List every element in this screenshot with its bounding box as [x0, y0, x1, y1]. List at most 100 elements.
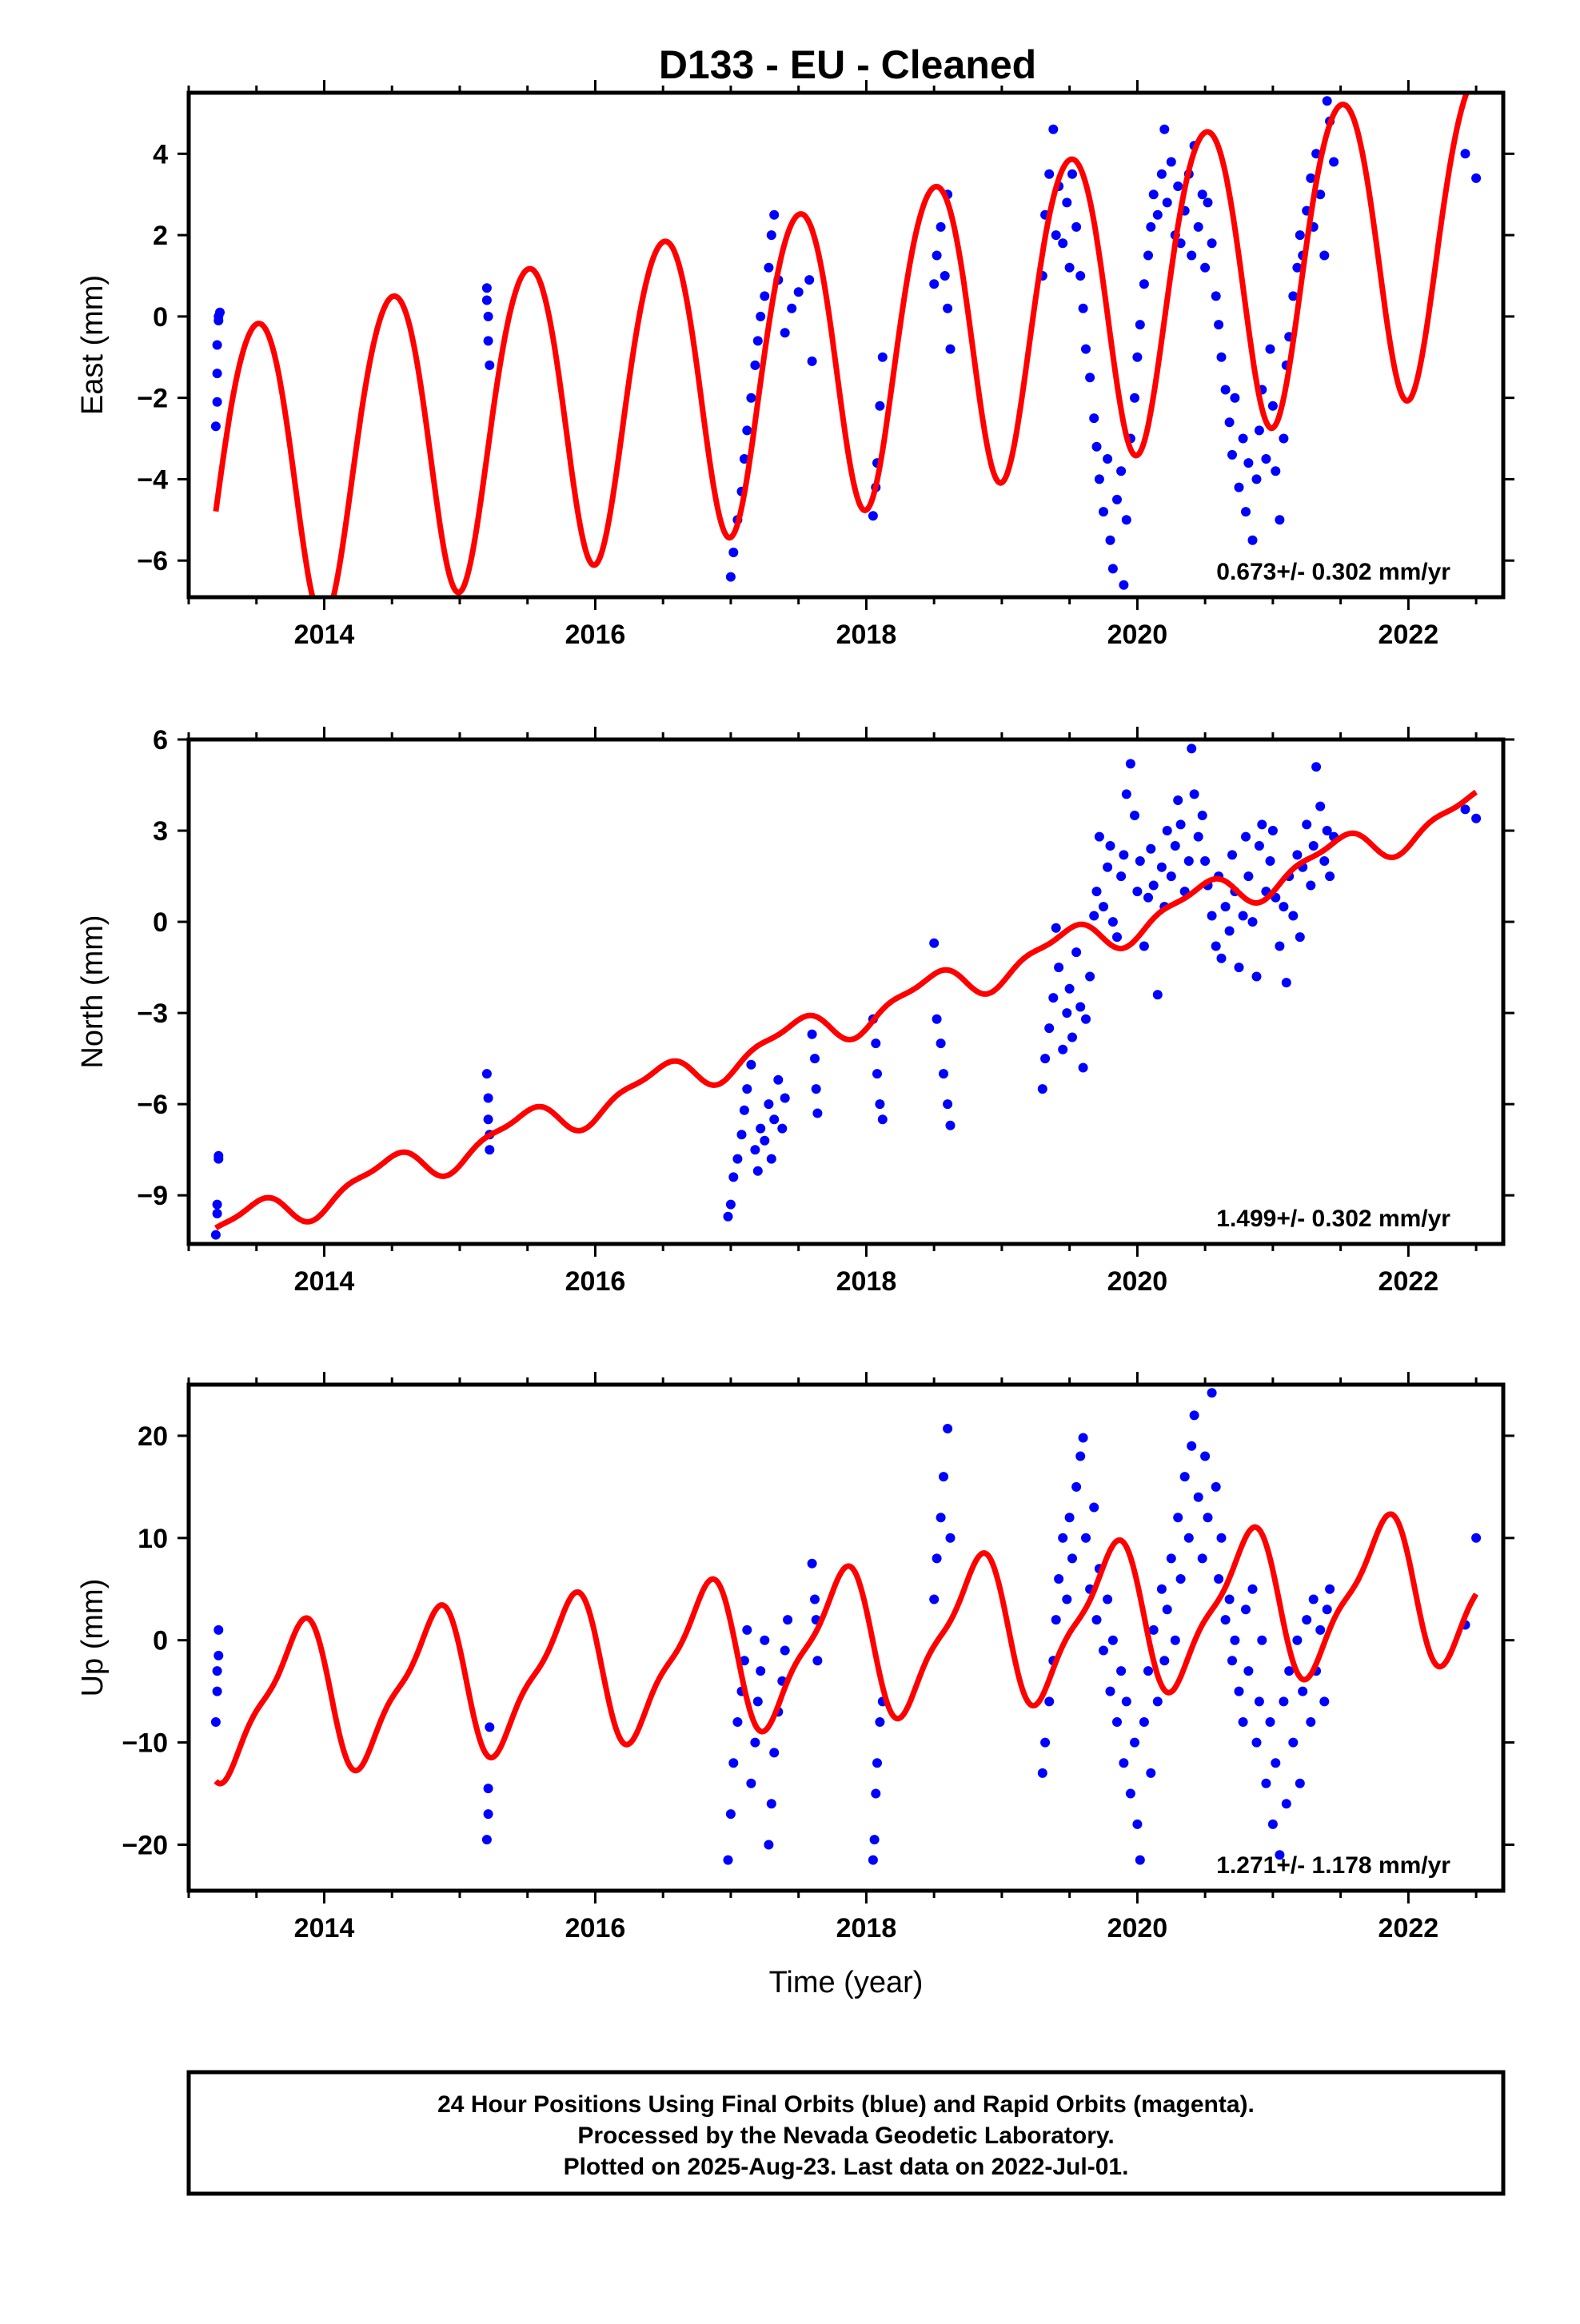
- data-point: [780, 1645, 790, 1656]
- data-point: [777, 1123, 788, 1134]
- data-point: [485, 1145, 495, 1155]
- data-point: [1107, 917, 1118, 927]
- data-point: [1103, 454, 1113, 464]
- footer-frame: [186, 2070, 1506, 2196]
- data-point: [1139, 941, 1149, 951]
- data-point: [756, 1123, 766, 1134]
- data-point: [1146, 1768, 1156, 1778]
- data-point: [943, 1424, 953, 1433]
- data-point: [483, 311, 493, 321]
- data-point: [1152, 209, 1163, 220]
- data-point: [732, 1717, 743, 1727]
- data-point: [1058, 1044, 1068, 1054]
- data-point: [1135, 320, 1145, 330]
- y-tick-label: 3: [153, 816, 168, 847]
- data-point: [1325, 1584, 1335, 1594]
- data-point: [1251, 474, 1262, 484]
- data-point: [1078, 1433, 1088, 1443]
- data-point: [766, 1154, 776, 1164]
- data-point: [1319, 1696, 1330, 1707]
- data-point: [1292, 1635, 1303, 1645]
- data-point: [1156, 862, 1167, 872]
- data-point: [1105, 841, 1115, 851]
- data-point: [1295, 1778, 1305, 1788]
- y-tick-label: −9: [137, 1181, 168, 1211]
- data-point: [1257, 819, 1267, 830]
- data-point: [1311, 762, 1322, 772]
- data-point: [1460, 149, 1470, 159]
- data-point: [872, 1069, 882, 1079]
- data-point: [752, 1166, 763, 1176]
- data-point: [1230, 1635, 1240, 1645]
- data-point: [1295, 932, 1305, 943]
- data-point: [1112, 1717, 1122, 1727]
- data-point: [1200, 262, 1211, 273]
- data-point: [1162, 826, 1172, 835]
- data-point: [1166, 871, 1176, 882]
- y-tick-label: 0: [153, 1626, 168, 1656]
- data-point: [1224, 1594, 1235, 1604]
- data-point: [936, 221, 946, 232]
- data-point: [1197, 1553, 1207, 1564]
- data-point: [212, 1666, 222, 1676]
- data-point: [1227, 1656, 1237, 1666]
- data-point: [807, 356, 817, 366]
- data-point: [1044, 1023, 1055, 1034]
- data-point: [769, 1114, 780, 1125]
- data-point: [1234, 482, 1244, 492]
- y-tick-label: 0: [153, 907, 168, 938]
- data-point: [868, 1855, 878, 1865]
- data-point: [1175, 819, 1186, 830]
- y-tick-label: −10: [122, 1728, 168, 1759]
- data-point: [1037, 1084, 1047, 1094]
- data-point: [1275, 515, 1285, 525]
- data-point: [1051, 1615, 1061, 1625]
- y-tick-label: 20: [138, 1421, 168, 1452]
- data-point: [780, 1093, 790, 1103]
- data-point: [1064, 983, 1075, 994]
- data-point: [1306, 880, 1316, 891]
- data-point: [1216, 352, 1227, 362]
- data-point: [1279, 433, 1289, 444]
- data-point: [1081, 1533, 1091, 1543]
- y-tick-label: −4: [137, 464, 168, 495]
- data-point: [1170, 1635, 1180, 1645]
- data-point: [1062, 1008, 1072, 1018]
- data-point: [481, 1835, 492, 1845]
- data-point: [1107, 1635, 1118, 1645]
- x-tick-label: 2014: [294, 1266, 355, 1297]
- data-point: [812, 1656, 823, 1666]
- data-point: [769, 1748, 780, 1758]
- data-point: [760, 1135, 770, 1146]
- x-tick-label: 2016: [565, 1913, 626, 1943]
- data-point: [1247, 917, 1258, 927]
- data-point: [1044, 1696, 1055, 1707]
- x-tick-label: 2022: [1379, 1266, 1439, 1297]
- data-point: [1267, 1819, 1278, 1829]
- data-point: [1284, 1666, 1295, 1676]
- data-point: [1200, 856, 1211, 866]
- data-point: [1166, 1553, 1176, 1564]
- data-point: [1078, 303, 1088, 313]
- data-point: [213, 1624, 224, 1635]
- data-point: [1230, 393, 1240, 403]
- data-point: [1279, 902, 1289, 912]
- data-point: [932, 1553, 942, 1564]
- data-point: [1143, 892, 1153, 903]
- data-point: [1281, 978, 1291, 988]
- data-point: [1107, 564, 1118, 574]
- data-point: [1040, 1737, 1051, 1748]
- footer-box: 24 Hour Positions Using Final Orbits (bl…: [186, 2070, 1506, 2196]
- y-tick-label: 4: [153, 139, 168, 169]
- data-point: [212, 340, 222, 350]
- data-point: [1048, 124, 1059, 134]
- data-point: [1130, 1737, 1139, 1748]
- data-point: [810, 1054, 820, 1064]
- data-point: [760, 291, 770, 301]
- data-point: [760, 1635, 770, 1645]
- data-point: [1187, 743, 1197, 754]
- panel-east: 2014 2016 2018 2020 2022 −6 −4 −2 0 2 4 East (mm) 0.…: [76, 80, 1514, 650]
- data-point: [869, 1835, 880, 1845]
- data-point: [1119, 580, 1129, 590]
- data-point: [1119, 1758, 1129, 1768]
